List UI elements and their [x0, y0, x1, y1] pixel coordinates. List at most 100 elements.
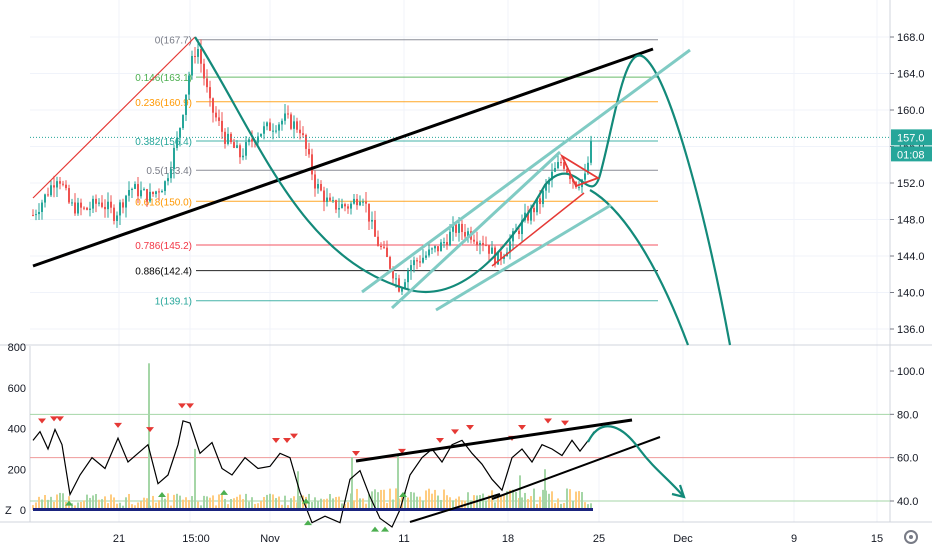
candle-body: [44, 194, 46, 203]
sell-signal-arrow: [178, 403, 186, 409]
volume-bar: [455, 498, 457, 510]
candle-body: [404, 282, 406, 289]
axes: 168.0164.0160.0156.0152.0148.0144.0140.0…: [5, 32, 932, 545]
volume-bar: [197, 501, 199, 510]
price-axis-label: 168.0: [897, 32, 925, 44]
volume-bar: [308, 493, 310, 510]
volume-bar: [122, 505, 124, 510]
candle-body: [212, 98, 214, 113]
candle-body: [302, 133, 304, 135]
candle-body: [182, 114, 184, 129]
gear-icon[interactable]: [904, 530, 918, 544]
candle-body: [452, 224, 454, 232]
sell-signal-arrow: [114, 422, 122, 428]
volume-bar: [347, 502, 349, 510]
candle-body: [206, 78, 208, 88]
right-axis-label: 60.0: [897, 453, 918, 465]
volume-bar: [251, 497, 253, 510]
buy-signal-arrow: [65, 500, 73, 506]
right-axis-label: 40.0: [897, 496, 918, 508]
volume-bar: [152, 495, 154, 510]
candle-body: [233, 142, 235, 148]
volume-bar: [218, 494, 220, 510]
candle-body: [521, 220, 523, 235]
time-axis-label: 15:00: [182, 533, 210, 545]
time-axis-label: 15: [871, 533, 883, 545]
candle-body: [110, 201, 112, 208]
left-axis-label: 600: [8, 383, 26, 395]
volume-bar: [284, 495, 286, 510]
volume-bar: [134, 505, 136, 510]
candle-body: [284, 113, 286, 121]
volume-bar: [74, 505, 76, 510]
candle-body: [356, 198, 358, 206]
volume-bar: [476, 495, 478, 510]
volume-bar: [182, 499, 184, 510]
candle-body: [335, 200, 337, 210]
volume-bar: [458, 496, 460, 510]
candle-body: [563, 162, 565, 169]
candle-body: [155, 191, 157, 195]
candle-body: [80, 202, 82, 208]
volume-bar: [224, 498, 226, 510]
volume-bar: [557, 498, 559, 510]
sell-signal-arrow: [544, 418, 552, 424]
countdown-badge: [891, 146, 932, 162]
volume-bar: [428, 488, 430, 510]
candle-body: [281, 120, 283, 125]
volume-bar: [491, 490, 493, 510]
candle-body: [479, 242, 481, 245]
volume-bar: [521, 497, 523, 510]
volume-bar: [416, 496, 418, 510]
candle-body: [353, 198, 355, 204]
candle-body: [431, 248, 433, 250]
sell-signal-arrow: [352, 451, 360, 456]
volume-bar: [560, 503, 562, 510]
candle-body: [389, 256, 391, 269]
fib-level-label: 0.786(145.2): [135, 241, 192, 252]
volume-bar: [539, 496, 541, 510]
candle-body: [545, 184, 547, 191]
candle-body: [332, 200, 334, 202]
indicator-projection-curve: [587, 425, 685, 498]
volume-bar: [86, 494, 88, 510]
candle-body: [566, 168, 568, 173]
volume-bar: [176, 493, 178, 510]
volume-bar: [515, 491, 517, 510]
candle-body: [146, 189, 148, 202]
candle-body: [59, 181, 61, 184]
candle-body: [557, 162, 559, 169]
fib-level-label: 0(167.7): [155, 36, 192, 47]
candle-body: [200, 49, 202, 64]
candle-body: [56, 181, 58, 188]
volume-bar: [572, 501, 574, 510]
volume-bar: [137, 502, 139, 510]
volume-bar: [569, 489, 571, 510]
left-axis-label: 0: [20, 505, 26, 517]
volume-bar: [317, 500, 319, 510]
candle-body: [41, 202, 43, 212]
volume-bar: [143, 497, 145, 510]
projection-curve: [194, 36, 732, 346]
fib-level-label: 0.382(156.4): [135, 137, 192, 148]
candle-body: [536, 198, 538, 213]
candle-body: [341, 204, 343, 209]
candle-body: [299, 129, 301, 134]
candle-body: [491, 247, 493, 254]
buy-signal-arrow: [302, 498, 310, 504]
volume-bar: [383, 489, 385, 510]
volume-bar: [449, 497, 451, 510]
volume-bar: [467, 492, 469, 510]
candle-body: [419, 261, 421, 263]
volume-spike: [194, 448, 196, 510]
candle-body: [143, 189, 145, 191]
candle-body: [65, 184, 67, 189]
volume-bar: [503, 495, 505, 510]
fib-level-label: 0.618(150.0): [135, 197, 192, 208]
candle-body: [140, 190, 142, 197]
volume-bar: [314, 497, 316, 510]
candle-body: [365, 201, 367, 204]
volume-bar: [89, 497, 91, 510]
indicator-trendline-upper: [355, 418, 633, 463]
candle-body: [311, 154, 313, 175]
